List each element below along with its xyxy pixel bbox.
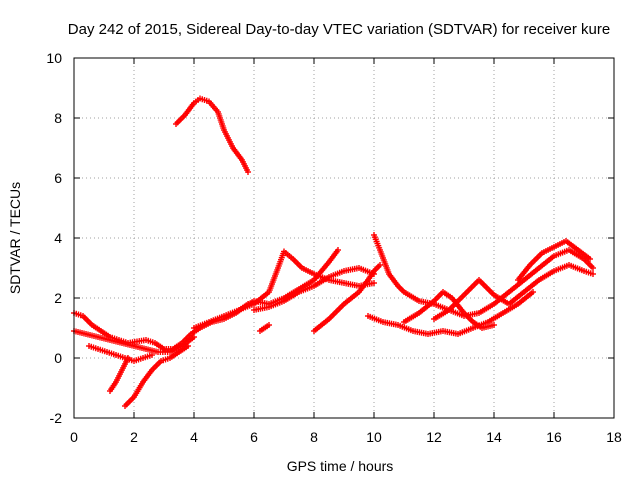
y-tick-label: -2: [50, 410, 63, 426]
data-point: [491, 322, 497, 328]
y-tick-label: 6: [54, 170, 62, 186]
x-tick-label: 2: [130, 429, 138, 445]
y-tick-label: 8: [54, 110, 62, 126]
data-point: [530, 289, 536, 295]
x-tick-label: 16: [546, 429, 562, 445]
x-tick-label: 18: [606, 429, 622, 445]
data-point: [377, 262, 383, 268]
y-tick-label: 0: [54, 350, 62, 366]
data-point: [125, 355, 131, 361]
data-point: [590, 271, 596, 277]
data-point: [590, 265, 596, 271]
data-point: [185, 343, 191, 349]
axis-ticks: 0 2 4 6 8 10 12 14 16 18 -2 0 2 4 6 8 10: [46, 50, 622, 445]
data-point: [587, 256, 593, 262]
x-tick-label: 0: [70, 429, 78, 445]
x-tick-label: 6: [250, 429, 258, 445]
data-point: [191, 334, 197, 340]
data-point: [335, 247, 341, 253]
x-tick-label: 10: [366, 429, 382, 445]
data-point: [245, 169, 251, 175]
data-point: [266, 322, 272, 328]
y-axis-label: SDTVAR / TECUs: [7, 182, 23, 294]
y-tick-label: 2: [54, 290, 62, 306]
data-points: [71, 95, 596, 409]
x-axis-label: GPS time / hours: [287, 458, 394, 474]
y-tick-label: 10: [46, 50, 62, 66]
x-tick-label: 14: [486, 429, 502, 445]
chart-title: Day 242 of 2015, Sidereal Day-to-day VTE…: [68, 21, 610, 38]
y-tick-label: 4: [54, 230, 62, 246]
data-point: [149, 352, 155, 358]
x-tick-label: 8: [310, 429, 318, 445]
x-tick-label: 4: [190, 429, 198, 445]
x-tick-label: 12: [426, 429, 442, 445]
data-point: [371, 280, 377, 286]
